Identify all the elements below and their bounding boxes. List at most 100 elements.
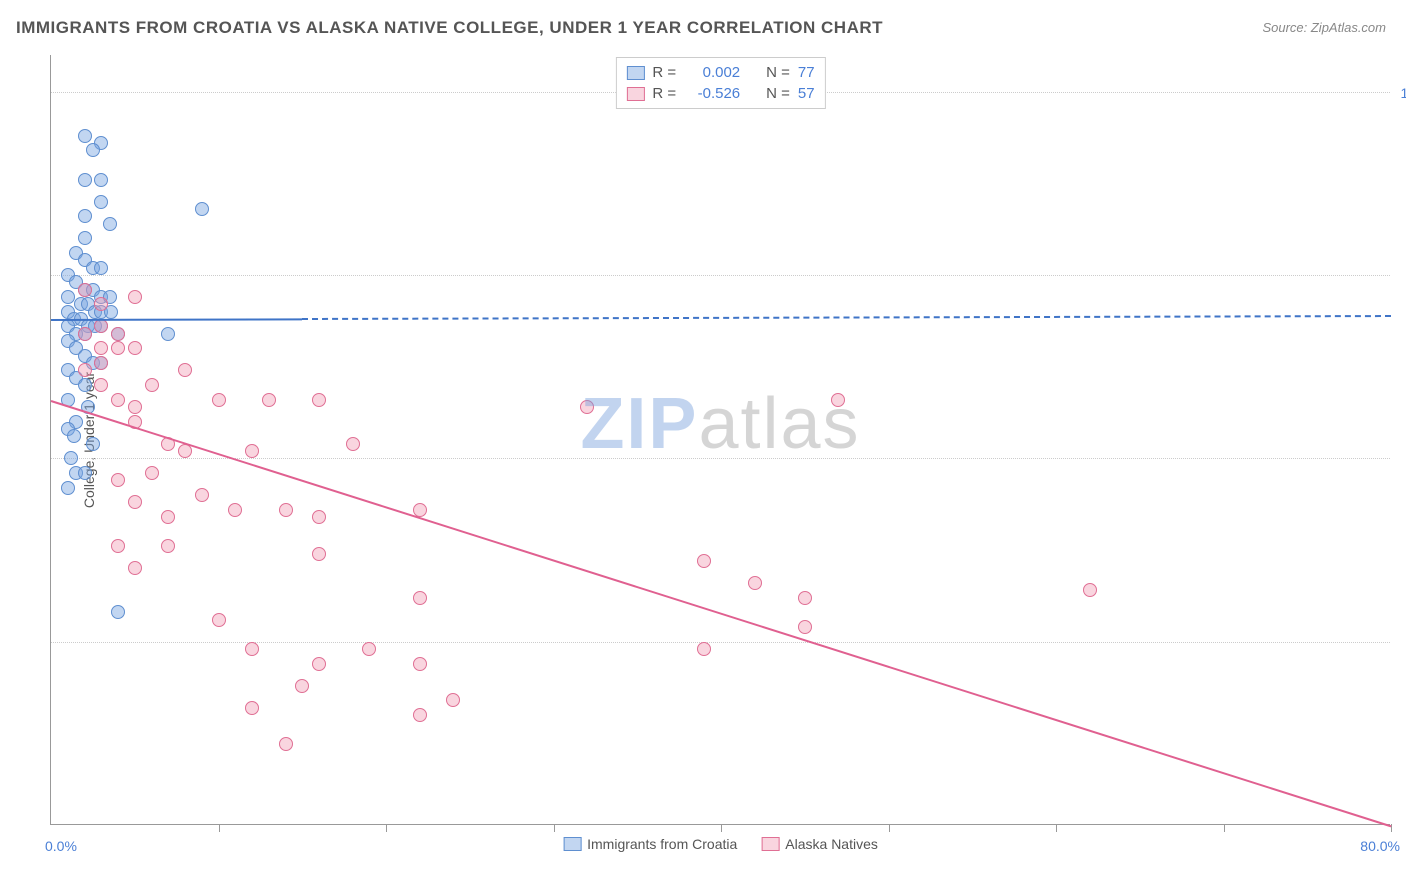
data-point xyxy=(61,290,75,304)
data-point xyxy=(212,613,226,627)
data-point xyxy=(798,620,812,634)
n-label: N = xyxy=(766,85,790,102)
data-point xyxy=(111,473,125,487)
legend-item-croatia: Immigrants from Croatia xyxy=(563,836,737,852)
data-point xyxy=(145,466,159,480)
data-point xyxy=(697,554,711,568)
swatch-croatia xyxy=(626,66,644,80)
legend-item-alaska: Alaska Natives xyxy=(761,836,878,852)
watermark: ZIPatlas xyxy=(580,383,860,465)
data-point xyxy=(228,503,242,517)
watermark-a: ZIP xyxy=(580,384,698,464)
x-tick xyxy=(1056,824,1057,832)
n-value: 57 xyxy=(798,85,815,102)
r-label: R = xyxy=(652,85,676,102)
x-tick xyxy=(889,824,890,832)
data-point xyxy=(94,356,108,370)
data-point xyxy=(161,327,175,341)
series-name: Alaska Natives xyxy=(785,836,878,852)
data-point xyxy=(212,393,226,407)
data-point xyxy=(94,195,108,209)
data-point xyxy=(128,495,142,509)
trend-line xyxy=(302,315,1391,320)
data-point xyxy=(78,378,92,392)
x-tick xyxy=(219,824,220,832)
correlation-legend: R = 0.002 N = 77 R = -0.526 N = 57 xyxy=(615,57,825,109)
trend-line xyxy=(51,318,302,321)
data-point xyxy=(798,591,812,605)
data-point xyxy=(145,378,159,392)
data-point xyxy=(128,290,142,304)
gridline-h: 75.0% xyxy=(51,275,1390,276)
data-point xyxy=(312,547,326,561)
data-point xyxy=(78,231,92,245)
n-label: N = xyxy=(766,64,790,81)
data-point xyxy=(94,297,108,311)
data-point xyxy=(78,173,92,187)
data-point xyxy=(1083,583,1097,597)
source-name: ZipAtlas.com xyxy=(1311,20,1386,35)
data-point xyxy=(245,444,259,458)
data-point xyxy=(446,693,460,707)
data-point xyxy=(78,327,92,341)
data-point xyxy=(295,679,309,693)
source-attribution: Source: ZipAtlas.com xyxy=(1262,20,1386,35)
data-point xyxy=(86,143,100,157)
legend-row-alaska: R = -0.526 N = 57 xyxy=(626,83,814,104)
data-point xyxy=(61,481,75,495)
data-point xyxy=(580,400,594,414)
data-point xyxy=(413,591,427,605)
data-point xyxy=(312,393,326,407)
data-point xyxy=(86,437,100,451)
x-tick xyxy=(721,824,722,832)
data-point xyxy=(128,400,142,414)
r-label: R = xyxy=(652,64,676,81)
y-tick-label: 100.0% xyxy=(1401,85,1406,101)
data-point xyxy=(413,657,427,671)
x-tick xyxy=(1224,824,1225,832)
data-point xyxy=(94,173,108,187)
r-value: 0.002 xyxy=(684,64,740,81)
r-value: -0.526 xyxy=(684,85,740,102)
data-point xyxy=(279,503,293,517)
data-point xyxy=(111,605,125,619)
data-point xyxy=(128,341,142,355)
gridline-h: 50.0% xyxy=(51,458,1390,459)
data-point xyxy=(111,327,125,341)
data-point xyxy=(245,701,259,715)
trend-line xyxy=(51,400,1392,827)
legend-row-croatia: R = 0.002 N = 77 xyxy=(626,62,814,83)
x-axis-min-label: 0.0% xyxy=(45,838,77,854)
data-point xyxy=(279,737,293,751)
data-point xyxy=(94,341,108,355)
data-point xyxy=(103,217,117,231)
series-legend: Immigrants from Croatia Alaska Natives xyxy=(563,836,878,852)
data-point xyxy=(67,429,81,443)
data-point xyxy=(161,539,175,553)
x-tick xyxy=(554,824,555,832)
n-value: 77 xyxy=(798,64,815,81)
source-prefix: Source: xyxy=(1262,20,1310,35)
data-point xyxy=(195,488,209,502)
data-point xyxy=(697,642,711,656)
series-name: Immigrants from Croatia xyxy=(587,836,737,852)
data-point xyxy=(262,393,276,407)
data-point xyxy=(111,539,125,553)
data-point xyxy=(245,642,259,656)
chart-title: IMMIGRANTS FROM CROATIA VS ALASKA NATIVE… xyxy=(16,18,883,38)
data-point xyxy=(748,576,762,590)
data-point xyxy=(413,708,427,722)
swatch-alaska xyxy=(761,837,779,851)
data-point xyxy=(128,561,142,575)
data-point xyxy=(78,466,92,480)
data-point xyxy=(94,319,108,333)
data-point xyxy=(111,341,125,355)
data-point xyxy=(94,261,108,275)
data-point xyxy=(78,363,92,377)
swatch-alaska xyxy=(626,87,644,101)
scatter-chart: ZIPatlas College, Under 1 year 0.0% 80.0… xyxy=(50,55,1390,825)
data-point xyxy=(312,657,326,671)
data-point xyxy=(78,129,92,143)
data-point xyxy=(195,202,209,216)
swatch-croatia xyxy=(563,837,581,851)
